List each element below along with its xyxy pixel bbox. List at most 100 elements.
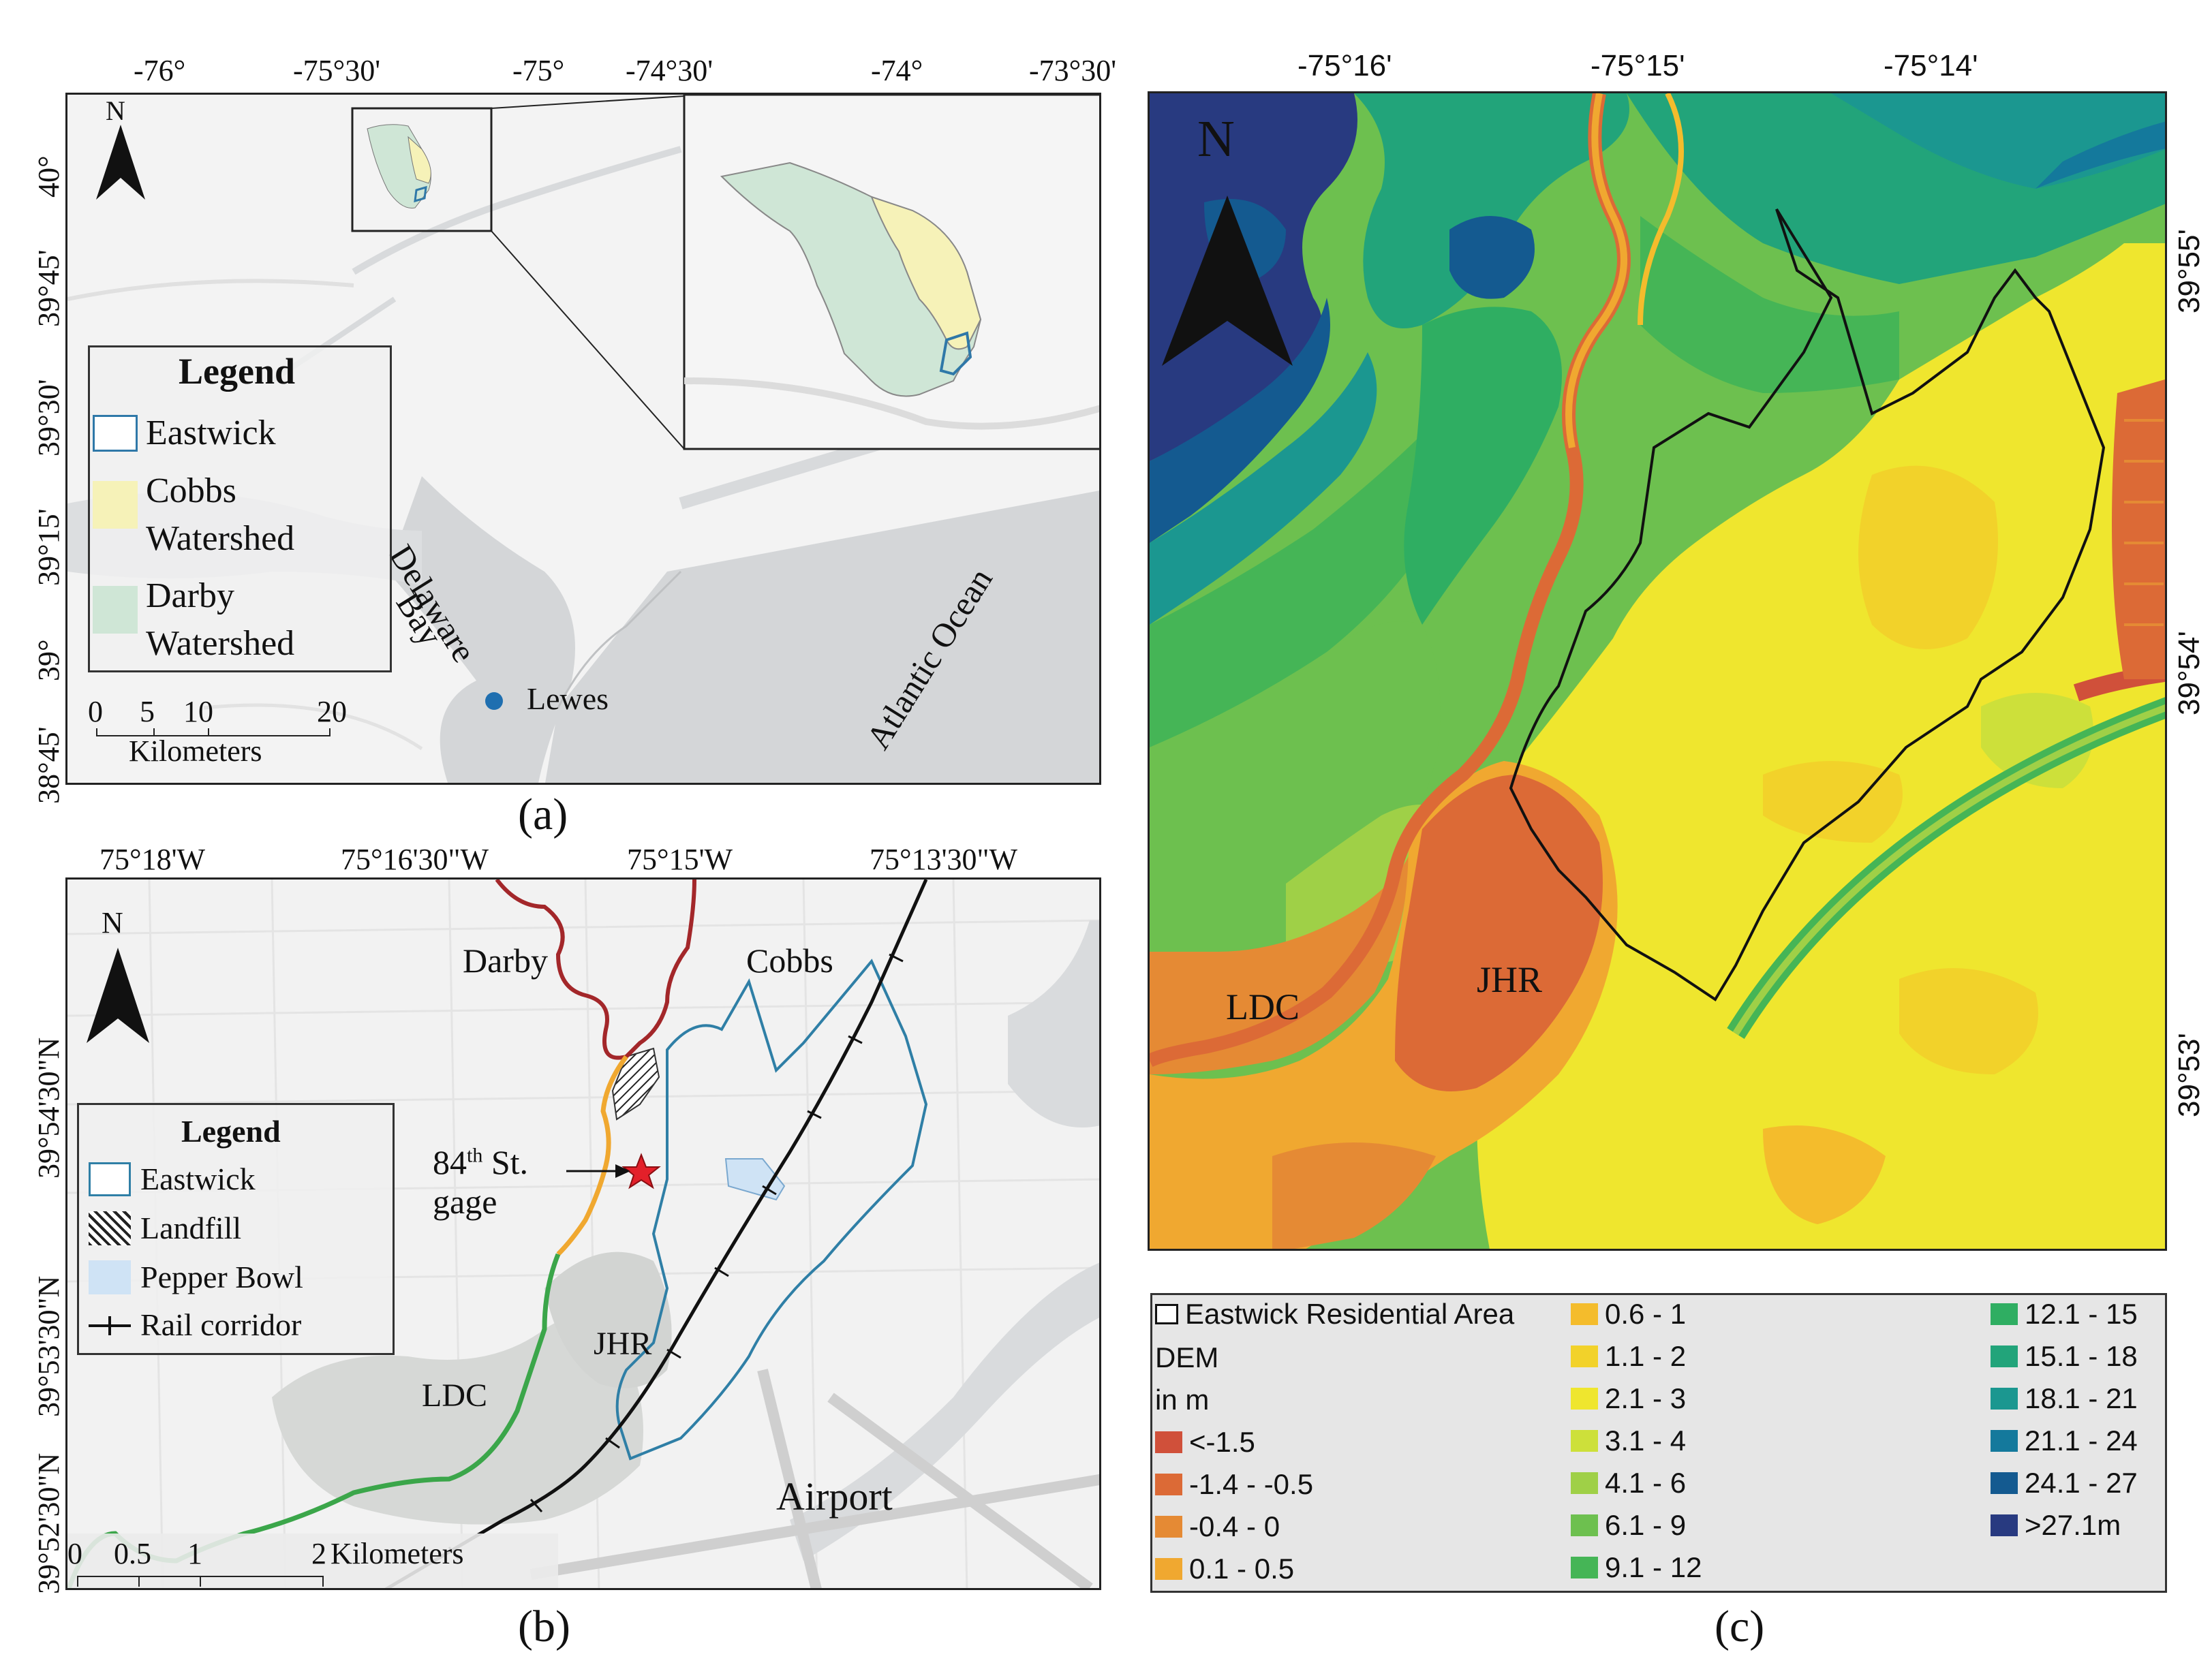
- panel-b-left-tick: 39°53'30"N: [32, 1275, 65, 1417]
- panel-c-dem-map: N LDC JHR: [1148, 91, 2167, 1251]
- legend-label: 18.1 - 21: [2025, 1382, 2138, 1414]
- legend-item-dem-class: <-1.5: [1155, 1426, 1255, 1459]
- lewes-label: Lewes: [527, 681, 609, 716]
- legend-item-dem-class: 0.1 - 0.5: [1155, 1553, 1294, 1585]
- panel-a-top-tick: -75°: [512, 54, 565, 87]
- panel-c-legend: Eastwick Residential Area DEM in m <-1.5…: [1150, 1293, 2167, 1593]
- legend-item-dem-class: 4.1 - 6: [1571, 1467, 1686, 1499]
- legend-item-dem-class: 18.1 - 21: [1991, 1382, 2138, 1415]
- legend-label: -1.4 - -0.5: [1189, 1468, 1314, 1500]
- north-arrow-icon: [87, 948, 149, 1043]
- legend-item-dem-class: 0.6 - 1: [1571, 1298, 1686, 1331]
- legend-label: 4.1 - 6: [1605, 1467, 1687, 1499]
- legend-item-dem-class: 24.1 - 27: [1991, 1467, 2138, 1499]
- legend-swatch: [89, 1308, 131, 1342]
- panel-a-top-tick: -74°: [871, 54, 923, 87]
- panel-c-label: (c): [1715, 1602, 1765, 1651]
- panel-b-label: (b): [518, 1602, 570, 1651]
- darby-label: Darby: [463, 942, 548, 980]
- legend-item-pepper-bowl: Pepper Bowl: [89, 1259, 303, 1295]
- panel-b-top-tick: 75°13'30"W: [870, 843, 1018, 876]
- legend-swatch: [1155, 1304, 1178, 1324]
- panel-a-map: N Delaware Bay Atlantic Ocean Lewes Lege…: [65, 93, 1101, 785]
- legend-label: 6.1 - 9: [1605, 1509, 1687, 1541]
- legend-item-boundary: Eastwick Residential Area: [1155, 1298, 1514, 1331]
- panel-c-right-tick: 39°54': [2172, 631, 2206, 715]
- legend-item-landfill: Landfill: [89, 1210, 241, 1246]
- panel-a-top-tick: -75°30': [293, 54, 381, 87]
- airport-label: Airport: [776, 1474, 893, 1519]
- panel-b-top-tick: 75°15'W: [627, 843, 733, 876]
- legend-item-dem-class: 1.1 - 2: [1571, 1340, 1686, 1373]
- legend-item-dem-class: >27.1m: [1991, 1509, 2121, 1542]
- panel-a-scale-bar: 0 5 10 20 Kilometers: [88, 695, 347, 768]
- legend-label: 21.1 - 24: [2025, 1425, 2138, 1457]
- panel-a-left-tick: 40°: [32, 155, 65, 198]
- legend-swatch: [1571, 1430, 1598, 1452]
- legend-item-dem-class: -0.4 - 0: [1155, 1510, 1280, 1543]
- legend-label: 1.1 - 2: [1605, 1340, 1687, 1372]
- legend-label: 9.1 - 12: [1605, 1551, 1702, 1583]
- cobbs-label: Cobbs: [746, 942, 833, 980]
- legend-label: 3.1 - 4: [1605, 1425, 1687, 1457]
- legend-swatch: [93, 481, 138, 529]
- legend-swatch: [89, 1162, 131, 1196]
- jhr-label: JHR: [1477, 959, 1543, 1000]
- ldc-label: LDC: [1226, 986, 1300, 1027]
- north-label: N: [1197, 110, 1235, 168]
- legend-item-dem-class: -1.4 - -0.5: [1155, 1468, 1313, 1501]
- legend-item-dem-class: 2.1 - 3: [1571, 1382, 1686, 1415]
- legend-item-cobbs: Cobbs Watershed: [93, 467, 294, 563]
- legend-swatch: [1155, 1516, 1182, 1538]
- panel-c-right-tick: 39°55': [2172, 229, 2206, 313]
- panel-a-left-tick: 39°15': [32, 508, 65, 586]
- legend-label: -0.4 - 0: [1189, 1510, 1280, 1542]
- legend-swatch: [1155, 1431, 1182, 1453]
- panel-c-top-tick: -75°14': [1884, 49, 1978, 82]
- gage-label: 84th St.: [433, 1143, 529, 1181]
- legend-swatch: [1991, 1472, 2018, 1494]
- panel-a-top-tick: -76°: [134, 54, 186, 87]
- legend-title: Legend: [179, 351, 296, 392]
- panel-b-scale-bar: 0 0.5 1 2 Kilometers: [67, 1534, 558, 1588]
- legend-item-dem-class: 21.1 - 24: [1991, 1425, 2138, 1457]
- legend-swatch: [1991, 1303, 2018, 1325]
- panel-b-top-tick: 75°16'30"W: [341, 843, 489, 876]
- legend-swatch: [1991, 1430, 2018, 1452]
- panel-c-top-tick: -75°15': [1591, 49, 1685, 82]
- legend-swatch: [1571, 1557, 1598, 1578]
- legend-item-dem-class: 15.1 - 18: [1991, 1340, 2138, 1373]
- panel-a-left-tick: 39°30': [32, 379, 65, 456]
- panel-a-left-tick: 39°: [32, 639, 65, 681]
- legend-item-dem-class: 9.1 - 12: [1571, 1551, 1702, 1584]
- legend-swatch: [89, 1260, 131, 1294]
- legend-item-eastwick: Eastwick: [89, 1161, 256, 1197]
- jhr-label: JHR: [594, 1326, 652, 1362]
- dem-label: DEM: [1155, 1341, 1219, 1373]
- legend-swatch: [1991, 1388, 2018, 1410]
- legend-item-rail-corridor: Rail corridor: [89, 1307, 301, 1343]
- ldc-label: LDC: [422, 1378, 487, 1414]
- legend-item-dem-class: 3.1 - 4: [1571, 1425, 1686, 1457]
- panel-a-left-tick: 39°45': [32, 249, 65, 327]
- legend-label: 12.1 - 15: [2025, 1298, 2138, 1330]
- panel-c-right-tick: 39°53': [2172, 1033, 2206, 1117]
- panel-b-left-tick: 39°52'30"N: [32, 1452, 65, 1594]
- panel-b-map: N Darby Cobbs 84th St. gage JHR LDC Airp…: [65, 877, 1101, 1590]
- panel-b-top-tick: 75°18'W: [99, 843, 206, 876]
- legend-swatch: [1571, 1388, 1598, 1410]
- panel-a-top-tick: -73°30': [1029, 54, 1117, 87]
- north-label: N: [102, 906, 123, 939]
- panel-a-label: (a): [518, 790, 568, 839]
- legend-swatch: [1155, 1558, 1182, 1580]
- legend-swatch: [93, 586, 138, 634]
- legend-label: >27.1m: [2025, 1509, 2121, 1541]
- legend-item-darby: Darby Watershed: [93, 572, 294, 668]
- panel-a-legend: Legend Eastwick Cobbs Watershed Darby Wa…: [88, 345, 392, 672]
- north-arrow-icon: [1162, 196, 1293, 366]
- panel-b-legend: Legend Eastwick Landfill Pepper Bowl Rai…: [77, 1103, 395, 1355]
- north-arrow-icon: [96, 125, 145, 200]
- north-label: N: [106, 95, 125, 126]
- legend-label: 24.1 - 27: [2025, 1467, 2138, 1499]
- legend-title: Legend: [181, 1114, 281, 1149]
